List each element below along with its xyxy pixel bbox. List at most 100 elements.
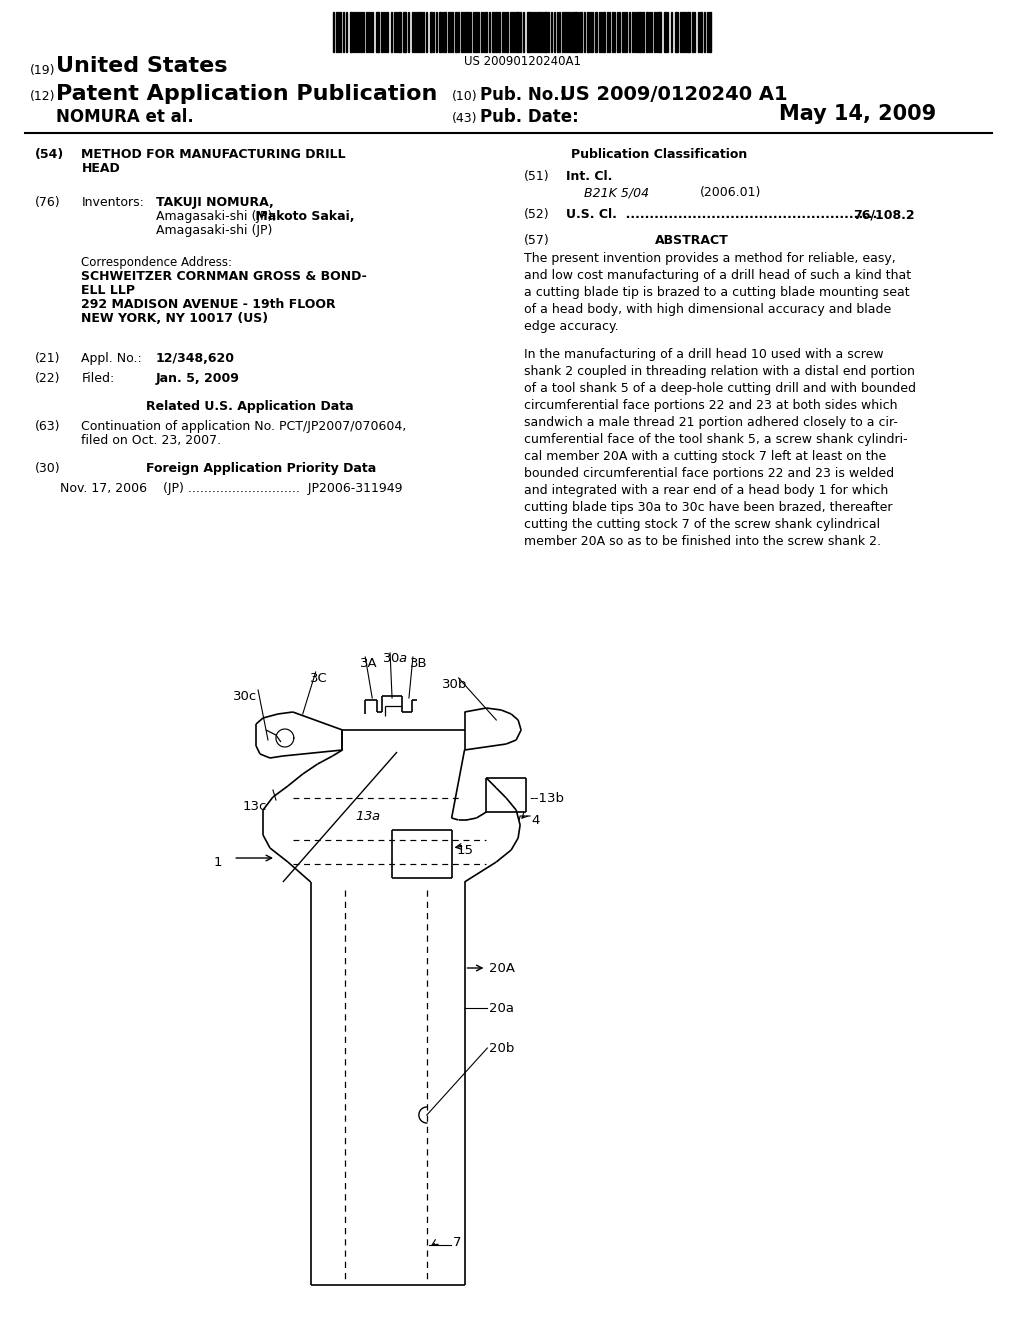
Text: filed on Oct. 23, 2007.: filed on Oct. 23, 2007. [81, 434, 221, 447]
Text: (2006.01): (2006.01) [699, 186, 761, 199]
Bar [573, 12, 577, 51]
Bar [646, 12, 648, 51]
Bar [642, 12, 644, 51]
Text: (21): (21) [35, 352, 60, 366]
Text: Nov. 17, 2006    (JP) ............................  JP2006-311949: Nov. 17, 2006 (JP) .....................… [59, 482, 402, 495]
Bar [438, 12, 440, 51]
Text: Makoto Sakai,: Makoto Sakai, [251, 210, 354, 223]
Text: 3B: 3B [410, 657, 428, 671]
Text: (43): (43) [452, 112, 477, 125]
Text: (30): (30) [35, 462, 60, 475]
Bar [603, 12, 605, 51]
Text: 30c: 30c [233, 690, 257, 704]
Bar [675, 12, 678, 51]
Text: HEAD: HEAD [81, 162, 120, 176]
Text: NEW YORK, NY 10017 (US): NEW YORK, NY 10017 (US) [81, 312, 268, 325]
Text: (57): (57) [524, 234, 550, 247]
Text: ABSTRACT: ABSTRACT [655, 234, 729, 247]
Text: Correspondence Address:: Correspondence Address: [81, 256, 232, 269]
Text: (51): (51) [524, 170, 550, 183]
Text: 30$a$: 30$a$ [382, 652, 409, 665]
Bar [516, 12, 519, 51]
Bar [664, 12, 666, 51]
Text: May 14, 2009: May 14, 2009 [779, 104, 936, 124]
Text: (19): (19) [30, 63, 55, 77]
Text: 12/348,620: 12/348,620 [156, 352, 234, 366]
Text: 20b: 20b [489, 1041, 515, 1055]
Bar [709, 12, 711, 51]
Text: (12): (12) [30, 90, 55, 103]
Bar [493, 12, 495, 51]
Text: Filed:: Filed: [81, 372, 115, 385]
Text: 4: 4 [531, 814, 540, 828]
Text: United States: United States [55, 55, 227, 77]
Bar [350, 12, 352, 51]
Text: Int. Cl.: Int. Cl. [566, 170, 612, 183]
Bar [544, 12, 547, 51]
Text: In the manufacturing of a drill head 10 used with a screw
shank 2 coupled in thr: In the manufacturing of a drill head 10 … [524, 348, 916, 548]
Text: --13b: --13b [529, 792, 564, 805]
Text: U.S. Cl.  .....................................................: U.S. Cl. ...............................… [566, 209, 878, 220]
Text: (76): (76) [35, 195, 60, 209]
Bar [682, 12, 684, 51]
Bar [485, 12, 487, 51]
Text: Amagasaki-shi (JP): Amagasaki-shi (JP) [156, 224, 272, 238]
Text: (54): (54) [35, 148, 63, 161]
Text: 13$a$: 13$a$ [355, 810, 382, 822]
Bar [403, 12, 406, 51]
Text: Continuation of application No. PCT/JP2007/070604,: Continuation of application No. PCT/JP20… [81, 420, 407, 433]
Text: ELL LLP: ELL LLP [81, 284, 135, 297]
Text: The present invention provides a method for reliable, easy,
and low cost manufac: The present invention provides a method … [524, 252, 911, 333]
Text: 3A: 3A [360, 657, 378, 671]
Text: 76/108.2: 76/108.2 [854, 209, 915, 220]
Bar [475, 12, 477, 51]
Bar [418, 12, 420, 51]
Bar [430, 12, 432, 51]
Text: 30b: 30b [441, 678, 467, 690]
Text: 3C: 3C [309, 672, 328, 685]
Bar [496, 12, 498, 51]
Text: Inventors:: Inventors: [81, 195, 144, 209]
Text: 292 MADISON AVENUE - 19th FLOOR: 292 MADISON AVENUE - 19th FLOOR [81, 298, 336, 312]
Bar [464, 12, 466, 51]
Bar [527, 12, 530, 51]
Text: B21K 5/04: B21K 5/04 [584, 186, 649, 199]
Text: TAKUJI NOMURA,: TAKUJI NOMURA, [156, 195, 273, 209]
Text: Publication Classification: Publication Classification [570, 148, 746, 161]
Text: NOMURA et al.: NOMURA et al. [55, 108, 194, 125]
Text: Pub. Date:: Pub. Date: [480, 108, 580, 125]
Text: Jan. 5, 2009: Jan. 5, 2009 [156, 372, 240, 385]
Text: Foreign Application Priority Data: Foreign Application Priority Data [145, 462, 376, 475]
Bar [461, 12, 463, 51]
Text: 13c: 13c [243, 800, 266, 813]
Bar [687, 12, 690, 51]
Bar [506, 12, 508, 51]
Bar [398, 12, 401, 51]
Bar [699, 12, 701, 51]
Text: 20a: 20a [489, 1002, 514, 1015]
Text: US 2009/0120240 A1: US 2009/0120240 A1 [560, 84, 787, 104]
Text: SCHWEITZER CORNMAN GROSS & BOND-: SCHWEITZER CORNMAN GROSS & BOND- [81, 271, 368, 282]
Text: 20A: 20A [489, 961, 515, 974]
Text: 7: 7 [453, 1236, 461, 1249]
Bar [580, 12, 582, 51]
Text: (63): (63) [35, 420, 60, 433]
Text: Pub. No.:: Pub. No.: [480, 86, 566, 104]
Text: (52): (52) [524, 209, 550, 220]
Text: Appl. No.:: Appl. No.: [81, 352, 142, 366]
Text: Amagasaki-shi (JP);: Amagasaki-shi (JP); [156, 210, 276, 223]
Bar [443, 12, 445, 51]
Bar [638, 12, 641, 51]
Text: METHOD FOR MANUFACTURING DRILL: METHOD FOR MANUFACTURING DRILL [81, 148, 346, 161]
Bar [376, 12, 379, 51]
Text: 1: 1 [214, 855, 222, 869]
Text: Related U.S. Application Data: Related U.S. Application Data [145, 400, 353, 413]
Text: Patent Application Publication: Patent Application Publication [55, 84, 437, 104]
Bar [499, 12, 501, 51]
Text: (22): (22) [35, 372, 60, 385]
Bar [539, 12, 541, 51]
Bar [587, 12, 589, 51]
Text: US 20090120240A1: US 20090120240A1 [464, 55, 581, 69]
Text: (10): (10) [452, 90, 477, 103]
Bar [595, 12, 597, 51]
